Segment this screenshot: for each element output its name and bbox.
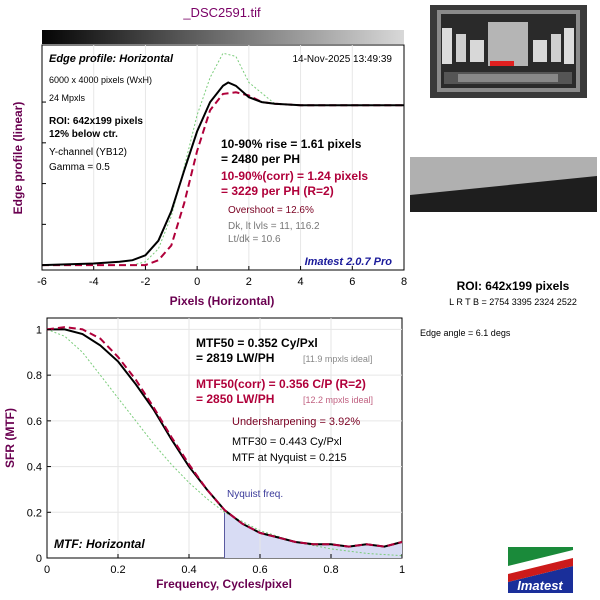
overshoot-text: Overshoot = 12.6% [228,205,314,216]
edge-plot-grid [93,45,353,270]
mtf50corr-ideal: [12.2 mpxls ideal] [303,395,373,405]
levels-text: Dk, lt lvls = 11, 116.2 [228,221,320,232]
edge-roi-line-1: ROI: 642x199 pixels [49,116,143,127]
mtf-x-tick-label: 1 [399,564,405,576]
mtf-x-tick-label: 0.6 [252,564,267,576]
mtf50-line-1: MTF50 = 0.352 Cy/Pxl [196,336,318,350]
rise-line-2: = 2480 per PH [221,152,300,166]
mtf-x-tick-label: 0.4 [181,564,196,576]
rise-corr-line-1: 10-90%(corr) = 1.24 pixels [221,169,368,183]
mtf-y-tick-label: 0 [36,553,42,565]
mtf-x-tick-label: 0 [44,564,50,576]
edge-gamma-line: Gamma = 0.5 [49,162,110,173]
mtf-x-axis-label: Frequency, Cycles/pixel [156,577,292,591]
edge-panel-title: Edge profile: Horizontal [49,53,174,65]
roi-title: ROI: 642x199 pixels [457,279,570,293]
mtf-y-axis-label: SFR (MTF) [3,408,17,468]
edge-roi-line-2: 12% below ctr. [49,129,118,140]
mtf-y-tick-label: 0.6 [27,416,42,428]
edge-x-axis-label: Pixels (Horizontal) [170,294,275,308]
edge-angle-text: Edge angle = 6.1 degs [420,328,511,338]
edge-x-tick-label: 8 [401,276,407,288]
mtf-y-tick-label: 1 [36,324,42,336]
mtf50corr-line-1: MTF50(corr) = 0.356 C/P (R=2) [196,377,366,391]
mtf-panel-title: MTF: Horizontal [54,537,145,551]
mtf50-ideal: [11.9 mpxls ideal] [303,354,372,364]
edge-timestamp: 14-Nov-2025 13:49:39 [292,54,392,65]
undersharpening-text: Undersharpening = 3.92% [232,416,360,428]
gamma-gradient-bar [42,30,404,44]
nyquist-label: Nyquist freq. [227,489,283,500]
roi-coords: L R T B = 2754 3395 2324 2522 [449,297,577,307]
mtf-x-tick-label: 0.2 [110,564,125,576]
edge-x-tick-label: 4 [298,276,304,288]
imatest-logo: Imatest [508,547,573,593]
edge-y-axis-label: Edge profile (linear) [11,102,25,215]
mtf50-line-2: = 2819 LW/PH [196,351,274,365]
mtf-x-tick-label: 0.8 [323,564,338,576]
file-title: _DSC2591.tif [182,5,261,20]
edge-x-tick-label: 0 [194,276,200,288]
mtf-plot-curves [46,326,403,557]
edge-x-tick-label: 6 [349,276,355,288]
mtf-series-ideal [46,328,403,557]
edge-x-tick-label: -4 [89,276,99,288]
edge-channel-line: Y-channel (YB12) [49,147,127,158]
roi-crop-image [410,157,597,212]
mtf-nyquist-text: MTF at Nyquist = 0.215 [232,452,347,464]
mtf50corr-line-2: = 2850 LW/PH [196,392,274,406]
edge-plot-curves [41,52,404,267]
edge-series-measured [41,81,404,267]
rise-line-1: 10-90% rise = 1.61 pixels [221,137,362,151]
edge-info-line-1: 6000 x 4000 pixels (WxH) [49,75,152,85]
version-text: Imatest 2.0.7 Pro [305,256,393,268]
mtf30-text: MTF30 = 0.443 Cy/Pxl [232,436,342,448]
edge-x-tick-label: 2 [246,276,252,288]
edge-x-tick-label: -6 [37,276,47,288]
rise-corr-line-2: = 3229 per PH (R=2) [221,184,334,198]
edge-plot-frame [41,44,405,271]
edge-x-tick-label: -2 [141,276,151,288]
chart-thumbnail-image [430,5,587,98]
edge-series-ideal [132,52,404,266]
edge-info-line-2: 24 Mpxls [49,93,86,103]
ratio-text: Lt/dk = 10.6 [228,234,281,245]
mtf-y-tick-label: 0.4 [27,462,42,474]
mtf-series-corrected [46,326,403,548]
mtf-y-tick-label: 0.8 [27,370,42,382]
mtf-y-tick-label: 0.2 [27,507,42,519]
edge-x-ticks: -6 -4 -2 0 2 4 6 8 [37,101,407,288]
mtf-axis-ticks: 0 0.2 0.4 0.6 0.8 1 0 0.2 0.4 0.6 0.8 1 [27,324,405,576]
imatest-logo-text: Imatest [517,578,563,593]
